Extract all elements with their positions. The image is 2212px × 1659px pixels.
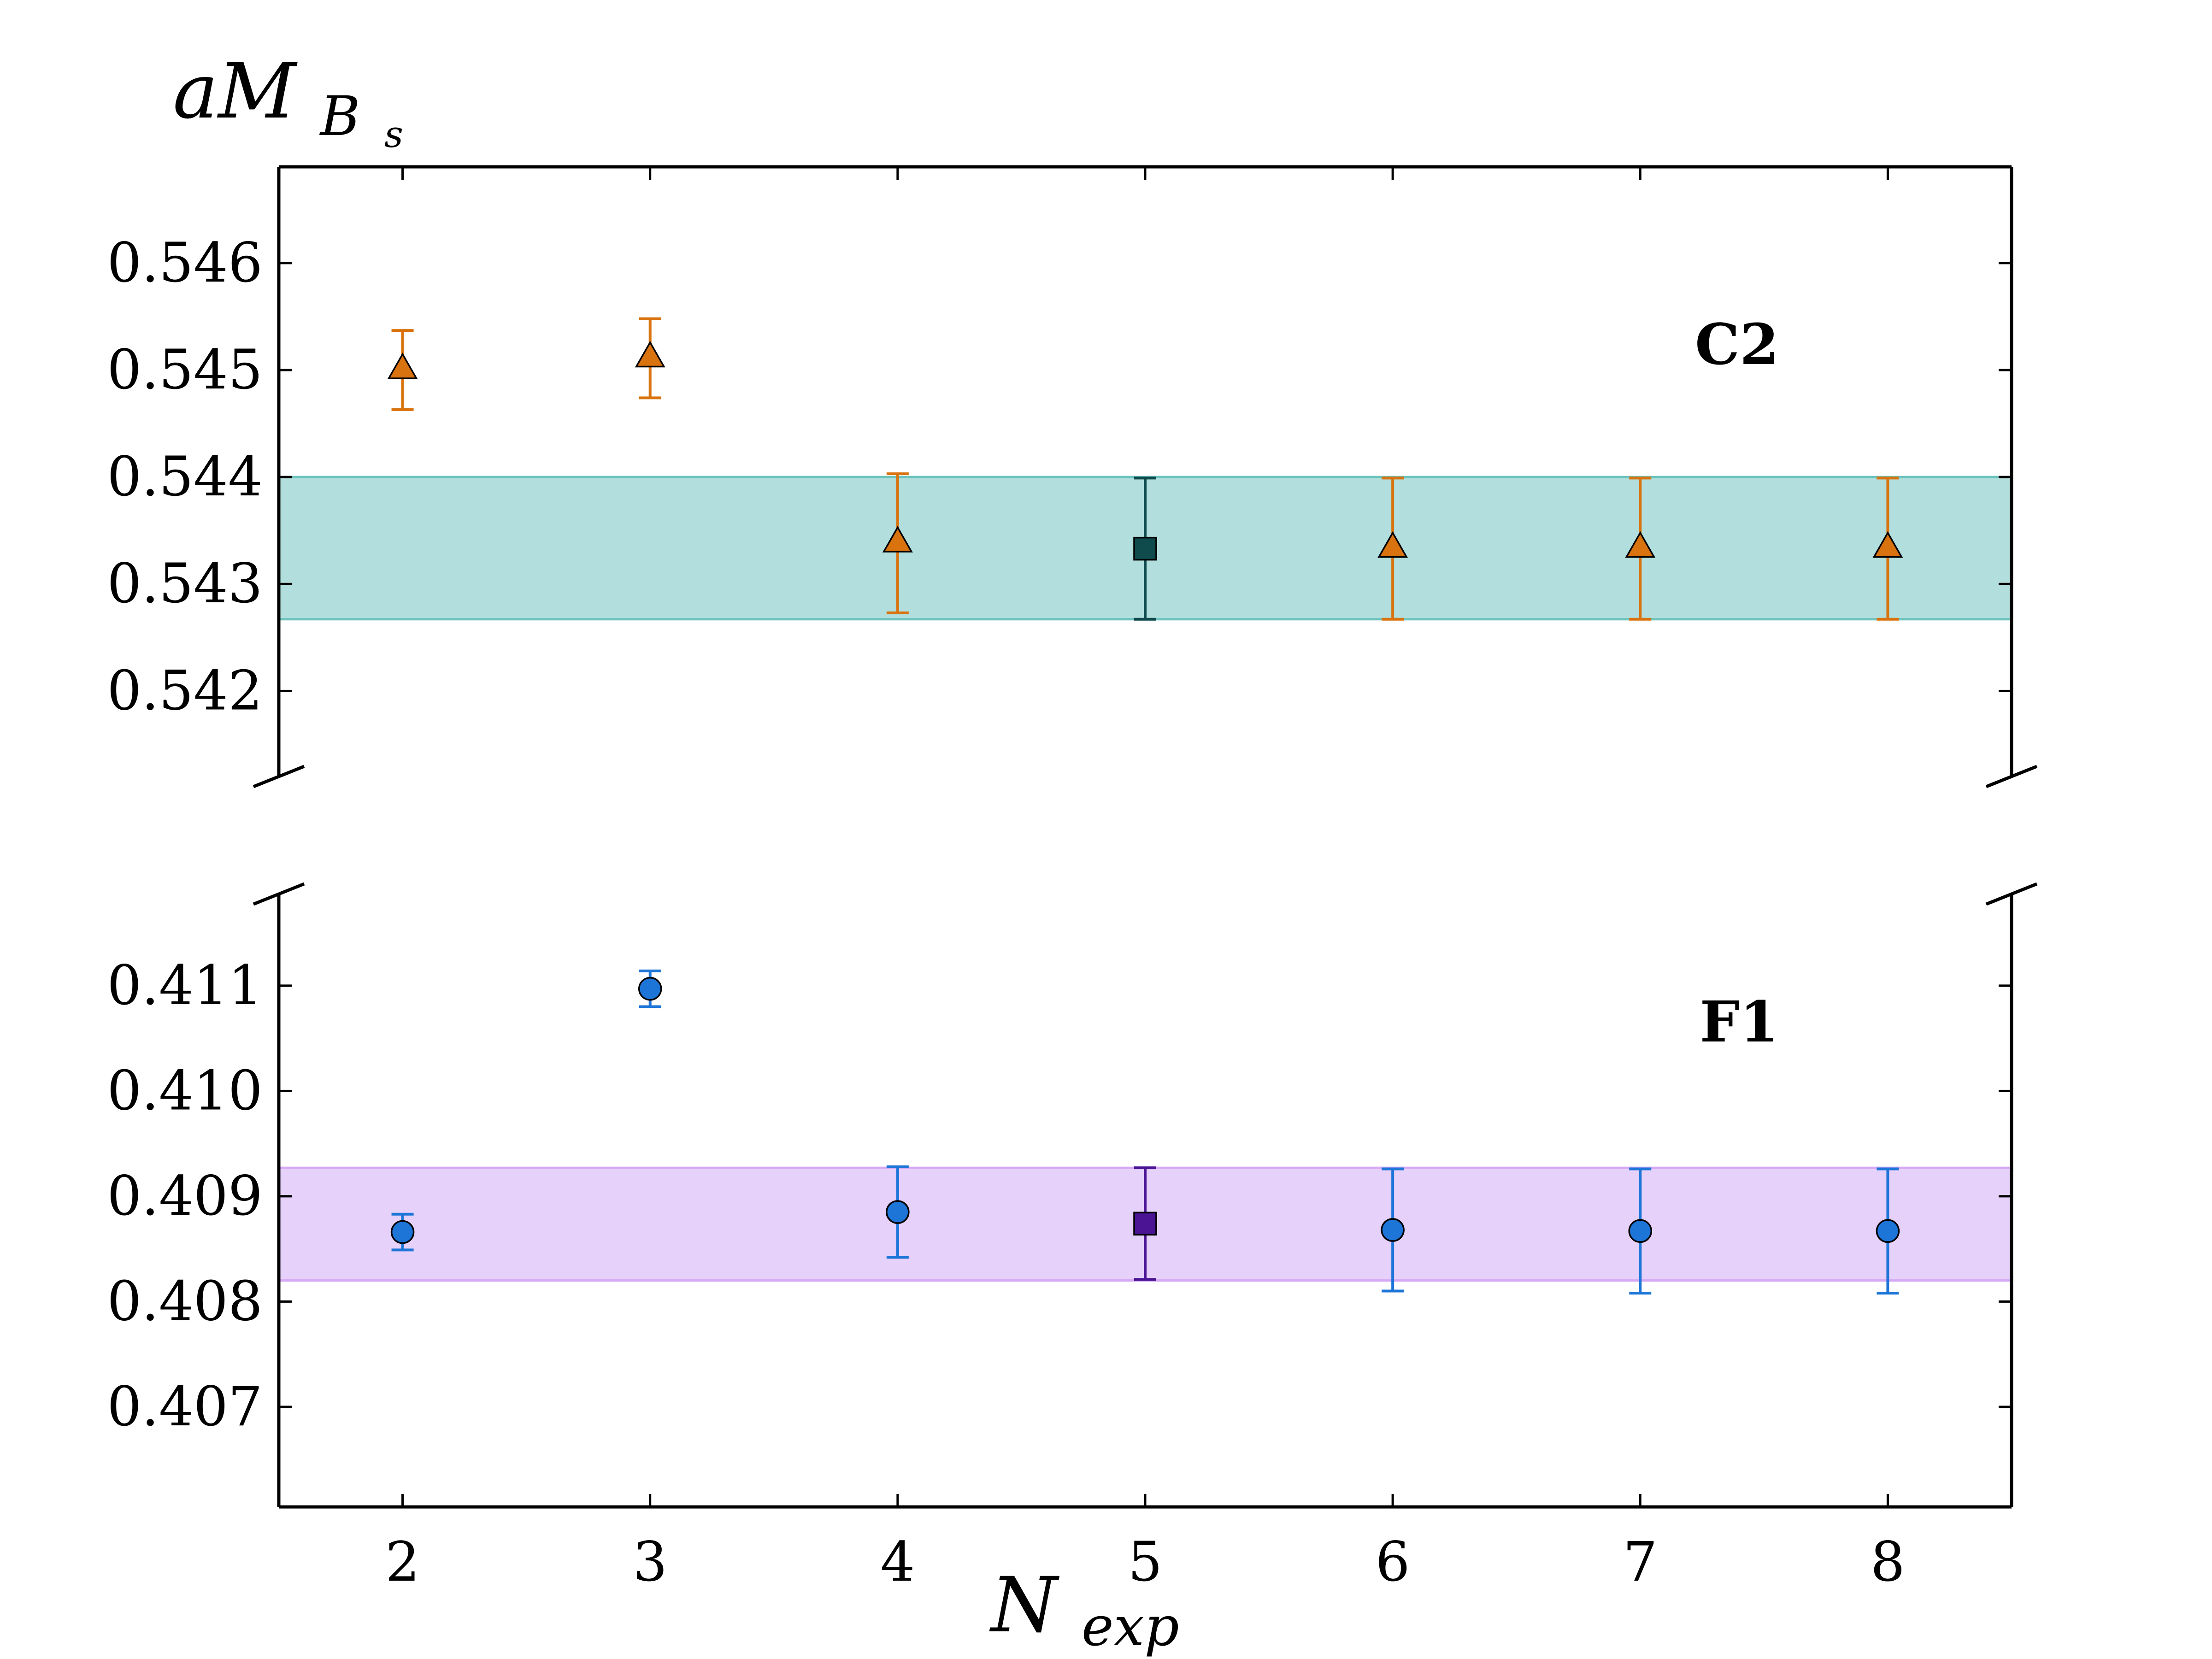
x-tick-label: 6	[1376, 1530, 1410, 1594]
triangle-marker	[882, 525, 913, 553]
y-tick-label: 0.543	[107, 552, 263, 615]
x-tick-label: 2	[385, 1530, 420, 1594]
square-marker	[1133, 1212, 1157, 1236]
data-point	[1628, 1167, 1653, 1295]
y-tick-label: 0.544	[107, 445, 263, 508]
triangle-marker	[1625, 531, 1656, 558]
data-point	[1876, 1167, 1900, 1295]
square-marker	[1133, 536, 1157, 561]
data-point	[387, 329, 418, 411]
data-point	[882, 472, 913, 614]
circle-marker	[1628, 1219, 1653, 1243]
data-point	[1133, 1166, 1157, 1281]
y-tick-label: 0.408	[107, 1269, 263, 1333]
x-axis-title: N exp	[989, 1561, 1179, 1658]
circle-marker	[638, 977, 662, 1001]
data-point	[635, 317, 665, 400]
data-point	[886, 1165, 910, 1259]
x-tick-label: 8	[1871, 1530, 1905, 1594]
data-point	[1377, 477, 1408, 621]
y-tick-label: 0.545	[107, 338, 263, 401]
panel-f1: 0.407 0.408 0.409 0.410 0.411 F1	[107, 882, 2038, 1509]
axis-break-mark	[253, 765, 305, 788]
y-tick-label: 0.411	[107, 953, 263, 1017]
x-tick-label: 7	[1623, 1530, 1658, 1594]
x-tick-label: 5	[1128, 1530, 1162, 1594]
y-tick-label: 0.407	[107, 1375, 263, 1438]
triangle-marker	[387, 352, 418, 379]
axis-break-mark	[1985, 765, 2038, 788]
data-point	[638, 969, 662, 1008]
circle-marker	[1876, 1219, 1900, 1243]
y-tick-label: 0.410	[107, 1059, 263, 1122]
triangle-marker	[635, 341, 665, 368]
triangle-marker	[1872, 531, 1903, 558]
data-point	[390, 1212, 415, 1252]
triangle-marker	[1377, 531, 1408, 558]
data-point	[1625, 477, 1656, 621]
data-point	[1133, 477, 1157, 621]
data-point	[1381, 1167, 1405, 1293]
y-tick-label: 0.546	[107, 231, 263, 294]
panel-label-c2: C2	[1695, 311, 1779, 377]
circle-marker	[886, 1200, 910, 1224]
circle-marker	[1381, 1218, 1405, 1242]
x-tick-label: 3	[633, 1530, 667, 1594]
y-tick-label: 0.409	[107, 1164, 263, 1228]
x-axis: 2 3 4 5 6 7 8	[385, 1530, 1905, 1594]
x-tick-label: 4	[880, 1530, 915, 1594]
axis-break-mark	[253, 882, 305, 906]
axis-break-mark	[1985, 882, 2038, 906]
data-point	[1872, 477, 1903, 621]
y-axis-title: aM B s	[173, 47, 403, 156]
panel-label-f1: F1	[1700, 988, 1779, 1055]
panel-c2: 0.542 0.543 0.544 0.545 0.546 C2	[107, 165, 2038, 788]
y-tick-label: 0.542	[107, 659, 263, 722]
circle-marker	[390, 1220, 415, 1244]
